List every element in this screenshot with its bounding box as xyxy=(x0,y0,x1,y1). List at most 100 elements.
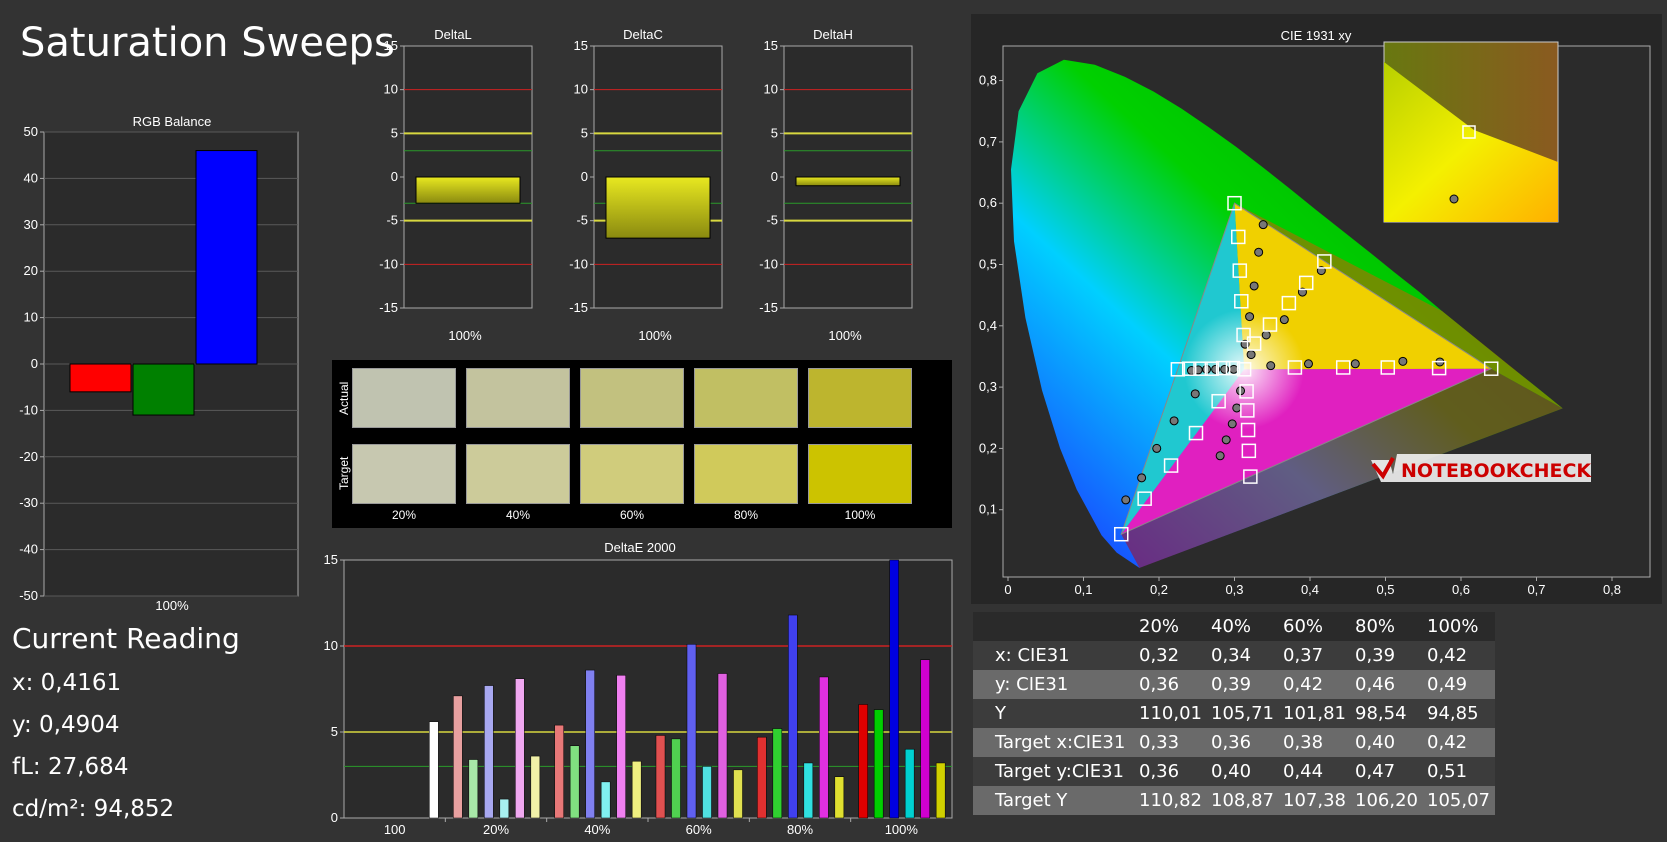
swatch-label: 60% xyxy=(619,508,645,522)
reading-y: y: 0,4904 xyxy=(12,712,120,738)
tick-label: -15 xyxy=(759,300,778,315)
tick-label: 10 xyxy=(384,82,398,97)
row-label: Target Y xyxy=(995,790,1068,811)
deltaE-bar xyxy=(655,735,666,819)
page-title: Saturation Sweeps xyxy=(20,20,395,66)
tick-label: 0,5 xyxy=(979,257,997,272)
col-80: 80% xyxy=(1355,616,1396,637)
white-point-glow xyxy=(1184,309,1305,430)
col-100: 100% xyxy=(1427,616,1479,637)
rgb-bar-0 xyxy=(69,363,132,393)
row-label: x: CIE31 xyxy=(995,645,1070,666)
category-label: 80% xyxy=(787,822,813,837)
stats-header-row: 20% 40% 60% 80% 100% xyxy=(973,612,1495,641)
target-point xyxy=(1114,526,1129,542)
tick-label: 0,8 xyxy=(979,73,997,88)
col-60: 60% xyxy=(1283,616,1324,637)
deltaE-bar xyxy=(889,559,899,819)
deltaH-category-label: 100% xyxy=(828,328,862,343)
target-point xyxy=(1188,425,1204,441)
tick-label: 5 xyxy=(331,724,338,739)
target-point xyxy=(1234,294,1249,309)
deltaE-bar xyxy=(671,738,681,819)
tick-label: 0 xyxy=(391,169,398,184)
tick-label: 0,2 xyxy=(979,440,997,455)
cell: 94,85 xyxy=(1427,703,1479,724)
target-point xyxy=(1211,393,1226,409)
deltaE-bar xyxy=(702,766,712,819)
deltaE-bar xyxy=(600,781,611,819)
table-row: Y 110,01 105,71 101,81 98,54 94,85 xyxy=(973,699,1495,728)
deltaE-bar xyxy=(429,721,439,819)
cell: 0,36 xyxy=(1139,761,1180,782)
rgb-category-label: 100% xyxy=(155,598,189,613)
target-point xyxy=(1204,361,1220,376)
cell: 106,20 xyxy=(1355,790,1418,811)
cell: 0,47 xyxy=(1355,761,1396,782)
deltaE-bar xyxy=(484,685,494,819)
rgb-bar-2 xyxy=(195,150,258,365)
swatch-label: 20% xyxy=(391,508,417,522)
target-point xyxy=(1243,469,1258,484)
actual-row-label: Actual xyxy=(337,381,351,415)
target-point xyxy=(1236,362,1252,377)
stats-corner xyxy=(973,612,1135,641)
tick-label: 10 xyxy=(24,310,38,325)
notebookcheck-logo: NOTEBOOKCHECK xyxy=(1371,454,1592,482)
target-point xyxy=(1287,360,1303,375)
target-point xyxy=(1231,229,1246,245)
deltaE-bars xyxy=(429,559,946,819)
tick-label: 0,5 xyxy=(1376,582,1394,597)
purple-region xyxy=(1121,368,1563,568)
deltaE-bar xyxy=(616,674,626,819)
target-point xyxy=(1137,491,1152,506)
cie-inset xyxy=(1383,41,1559,223)
target-point xyxy=(1227,195,1242,211)
cell: 0,39 xyxy=(1211,674,1252,695)
cie-title: CIE 1931 xy xyxy=(1281,28,1352,43)
deltaE-bar xyxy=(530,755,541,819)
delta-bar xyxy=(605,176,711,239)
deltaE-bar xyxy=(468,759,479,819)
tick-label: 0 xyxy=(581,169,588,184)
tick-label: 5 xyxy=(771,125,778,140)
deltaE-bar xyxy=(788,614,798,819)
tick-label: 0,2 xyxy=(1150,582,1168,597)
tick-label: 0,7 xyxy=(1527,582,1545,597)
rgb-bars xyxy=(69,150,258,416)
cell: 110,01 xyxy=(1139,703,1202,724)
cell: 107,38 xyxy=(1283,790,1346,811)
target-point xyxy=(1225,360,1241,376)
target-row-label: Target xyxy=(337,456,351,490)
cell: 105,07 xyxy=(1427,790,1490,811)
deltaE-bar xyxy=(554,724,564,819)
cell: 0,36 xyxy=(1139,674,1180,695)
table-row: y: CIE31 0,36 0,39 0,42 0,46 0,49 xyxy=(973,670,1495,699)
rgb-balance-title: RGB Balance xyxy=(133,114,212,129)
measured-point xyxy=(1279,315,1289,325)
orange-region xyxy=(1234,203,1563,409)
measured-point xyxy=(1227,419,1237,429)
cell: 0,49 xyxy=(1427,674,1468,695)
cell: 108,87 xyxy=(1211,790,1274,811)
target-point xyxy=(1163,458,1179,473)
tick-label: 10 xyxy=(764,82,778,97)
deltaE-bar xyxy=(585,669,595,819)
tick-label: 50 xyxy=(24,124,38,139)
target-point xyxy=(1193,361,1208,376)
deltaE-bar xyxy=(499,798,510,819)
cell: 0,40 xyxy=(1211,761,1252,782)
category-label: 40% xyxy=(584,822,610,837)
cell: 0,46 xyxy=(1355,674,1396,695)
measured-point xyxy=(1249,281,1259,291)
actual-swatch xyxy=(694,368,798,428)
cell: 0,33 xyxy=(1139,732,1180,753)
cell: 101,81 xyxy=(1283,703,1346,724)
measured-point xyxy=(1232,403,1242,413)
inset-target-marker xyxy=(1462,125,1476,139)
measured-point xyxy=(1169,416,1179,426)
measured-point xyxy=(1246,350,1256,360)
cell: 0,32 xyxy=(1139,645,1180,666)
target-point xyxy=(1215,360,1231,376)
measured-point xyxy=(1137,473,1147,483)
